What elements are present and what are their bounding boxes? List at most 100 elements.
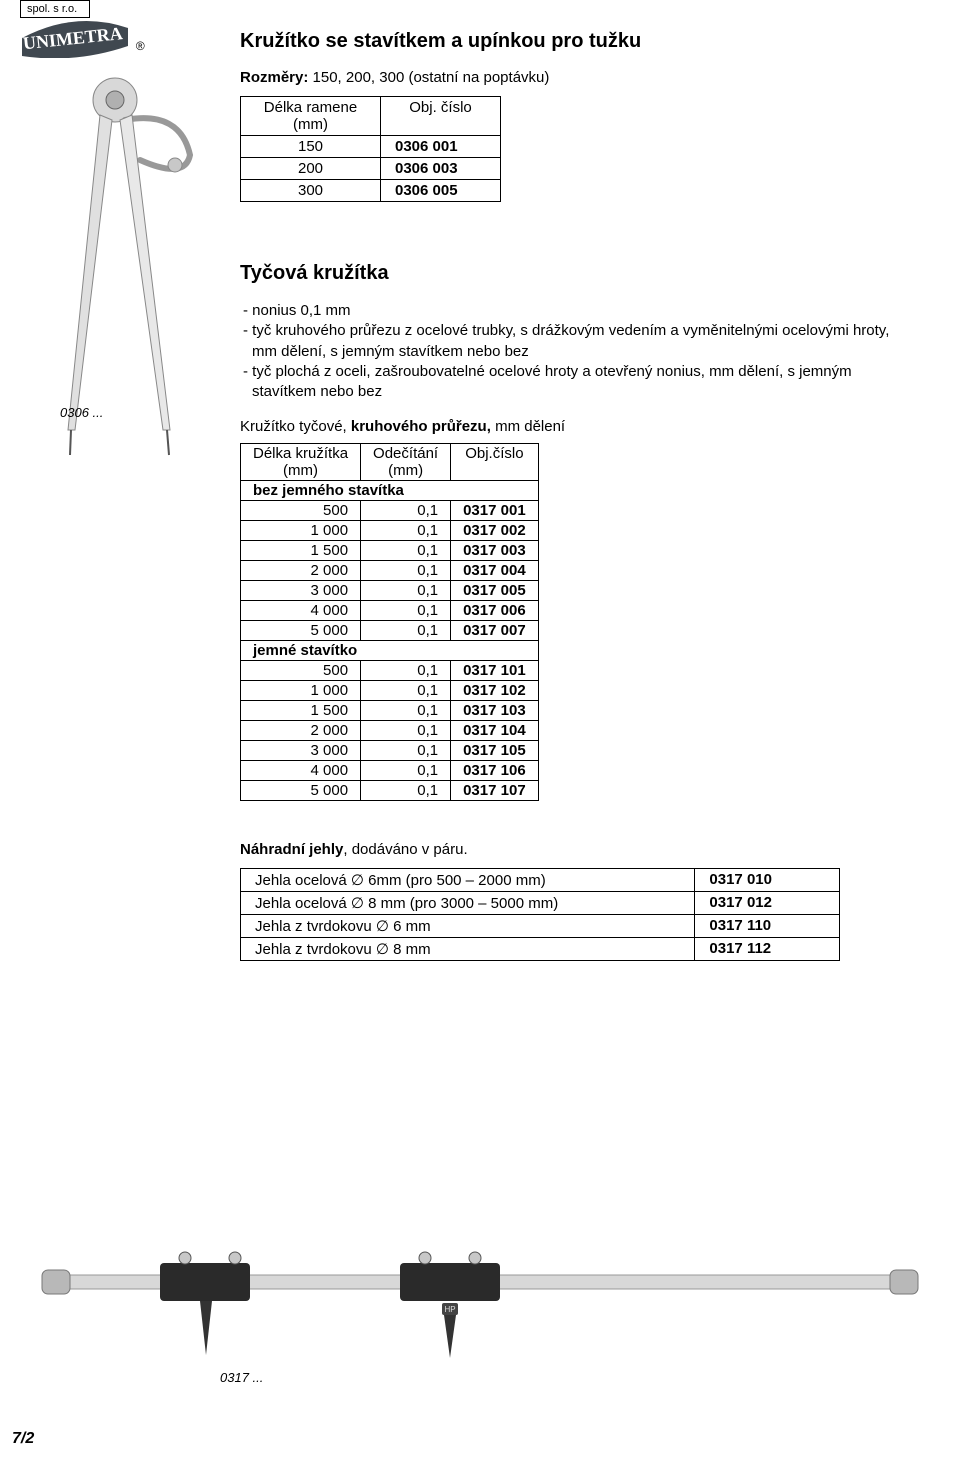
- cell: 1 000: [241, 681, 361, 701]
- cell: 0317 106: [451, 761, 539, 781]
- cell: 0317 110: [695, 915, 840, 938]
- cell: 4 000: [241, 761, 361, 781]
- cell: 0317 002: [451, 521, 539, 541]
- spec-label: Rozměry:: [240, 69, 308, 86]
- table-row: Jehla ocelová ∅ 8 mm (pro 3000 – 5000 mm…: [241, 892, 840, 915]
- cell: 0317 105: [451, 741, 539, 761]
- cell: 200: [241, 158, 381, 180]
- cell: Jehla z tvrdokovu ∅ 8 mm: [241, 938, 695, 961]
- cell: 0317 102: [451, 681, 539, 701]
- cell: 500: [241, 661, 361, 681]
- cell: 0317 103: [451, 701, 539, 721]
- cell: 0317 112: [695, 938, 840, 961]
- table-row: 2 0000,10317 104: [241, 721, 539, 741]
- spec-line-1: Rozměry: 150, 200, 300 (ostatní na poptá…: [240, 69, 900, 86]
- cell: 0,1: [361, 781, 451, 801]
- cell: 1 000: [241, 521, 361, 541]
- cell: 150: [241, 136, 381, 158]
- col-header: Délka kružítka (mm): [241, 444, 361, 481]
- cell: 0317 010: [695, 869, 840, 892]
- cell: 0,1: [361, 621, 451, 641]
- cell: 300: [241, 180, 381, 202]
- table-row: 1 5000,10317 103: [241, 701, 539, 721]
- table-section-header: bez jemného stavítka: [241, 481, 539, 501]
- table-product1: Délka ramene (mm) Obj. číslo 1500306 001…: [240, 96, 501, 202]
- cell: Jehla ocelová ∅ 6mm (pro 500 – 2000 mm): [241, 869, 695, 892]
- section-title-2: Tyčová kružítka: [240, 262, 900, 285]
- cell: 0317 007: [451, 621, 539, 641]
- cell: 0,1: [361, 561, 451, 581]
- image-code-2: 0317 ...: [220, 1370, 263, 1385]
- table-row: 4 0000,10317 006: [241, 601, 539, 621]
- spares-title: Náhradní jehly, dodáváno v páru.: [240, 841, 900, 858]
- table-row: 3000306 005: [241, 180, 501, 202]
- cell: 0317 012: [695, 892, 840, 915]
- cell: 0306 005: [381, 180, 501, 202]
- cell: 0,1: [361, 581, 451, 601]
- table-row: 5000,10317 101: [241, 661, 539, 681]
- cell: 1 500: [241, 541, 361, 561]
- table-row: 1500306 001: [241, 136, 501, 158]
- cell: 0,1: [361, 701, 451, 721]
- brand-logo: UNIMETRA: [20, 16, 130, 58]
- table-row: 5 0000,10317 007: [241, 621, 539, 641]
- cell: 500: [241, 501, 361, 521]
- cell: 0317 104: [451, 721, 539, 741]
- table-row: 4 0000,10317 106: [241, 761, 539, 781]
- cell: 0317 001: [451, 501, 539, 521]
- list-item: - tyč kruhového průřezu z ocelové trubky…: [240, 321, 900, 362]
- cell: 0306 003: [381, 158, 501, 180]
- table-row: 3 0000,10317 105: [241, 741, 539, 761]
- spec-value: 150, 200, 300 (ostatní na poptávku): [313, 69, 550, 86]
- page-number: 7/2: [12, 1430, 34, 1448]
- cell: 0317 004: [451, 561, 539, 581]
- product-image-beam-compass: HP: [40, 1230, 920, 1360]
- col-header: Obj.číslo: [451, 444, 539, 481]
- registered-mark: ®: [136, 39, 145, 53]
- table-row: 1 0000,10317 102: [241, 681, 539, 701]
- table-row: 1 5000,10317 003: [241, 541, 539, 561]
- table-row: 1 0000,10317 002: [241, 521, 539, 541]
- cell: 2 000: [241, 561, 361, 581]
- cell: 4 000: [241, 601, 361, 621]
- list-item: - tyč plochá z oceli, zašroubovatelné oc…: [240, 362, 900, 403]
- logo-region: spol. s r.o. UNIMETRA ®: [20, 0, 210, 61]
- cell: 0306 001: [381, 136, 501, 158]
- table-section-header: jemné stavítko: [241, 641, 539, 661]
- product-image-compass: [20, 60, 210, 460]
- cell: 0,1: [361, 661, 451, 681]
- list-item: - nonius 0,1 mm: [240, 301, 900, 321]
- cell: 3 000: [241, 741, 361, 761]
- table-row: Jehla z tvrdokovu ∅ 8 mm0317 112: [241, 938, 840, 961]
- table-row: Jehla z tvrdokovu ∅ 6 mm0317 110: [241, 915, 840, 938]
- subheading: Kružítko tyčové, kruhového průřezu, mm d…: [240, 418, 900, 435]
- cell: 3 000: [241, 581, 361, 601]
- cell: 0317 003: [451, 541, 539, 561]
- table-product2: Délka kružítka (mm) Odečítání (mm) Obj.č…: [240, 443, 539, 801]
- table-row: 2000306 003: [241, 158, 501, 180]
- cell: 2 000: [241, 721, 361, 741]
- svg-text:HP: HP: [444, 1305, 455, 1314]
- cell: 0,1: [361, 681, 451, 701]
- cell: 0,1: [361, 541, 451, 561]
- cell: Jehla z tvrdokovu ∅ 6 mm: [241, 915, 695, 938]
- cell: 0,1: [361, 721, 451, 741]
- cell: 0317 107: [451, 781, 539, 801]
- image-code-1: 0306 ...: [60, 405, 103, 420]
- table-row: 2 0000,10317 004: [241, 561, 539, 581]
- cell: 0317 101: [451, 661, 539, 681]
- cell: 1 500: [241, 701, 361, 721]
- cell: 0,1: [361, 501, 451, 521]
- cell: 5 000: [241, 781, 361, 801]
- col-header: Obj. číslo: [381, 97, 501, 136]
- cell: 0,1: [361, 521, 451, 541]
- cell: 0317 006: [451, 601, 539, 621]
- cell: 0,1: [361, 741, 451, 761]
- cell: 5 000: [241, 621, 361, 641]
- table-row: 5 0000,10317 107: [241, 781, 539, 801]
- col-header: Délka ramene (mm): [241, 97, 381, 136]
- cell: 0317 005: [451, 581, 539, 601]
- feature-list: - nonius 0,1 mm- tyč kruhového průřezu z…: [240, 301, 900, 402]
- table-row: 5000,10317 001: [241, 501, 539, 521]
- section-title-1: Kružítko se stavítkem a upínkou pro tužk…: [240, 30, 900, 53]
